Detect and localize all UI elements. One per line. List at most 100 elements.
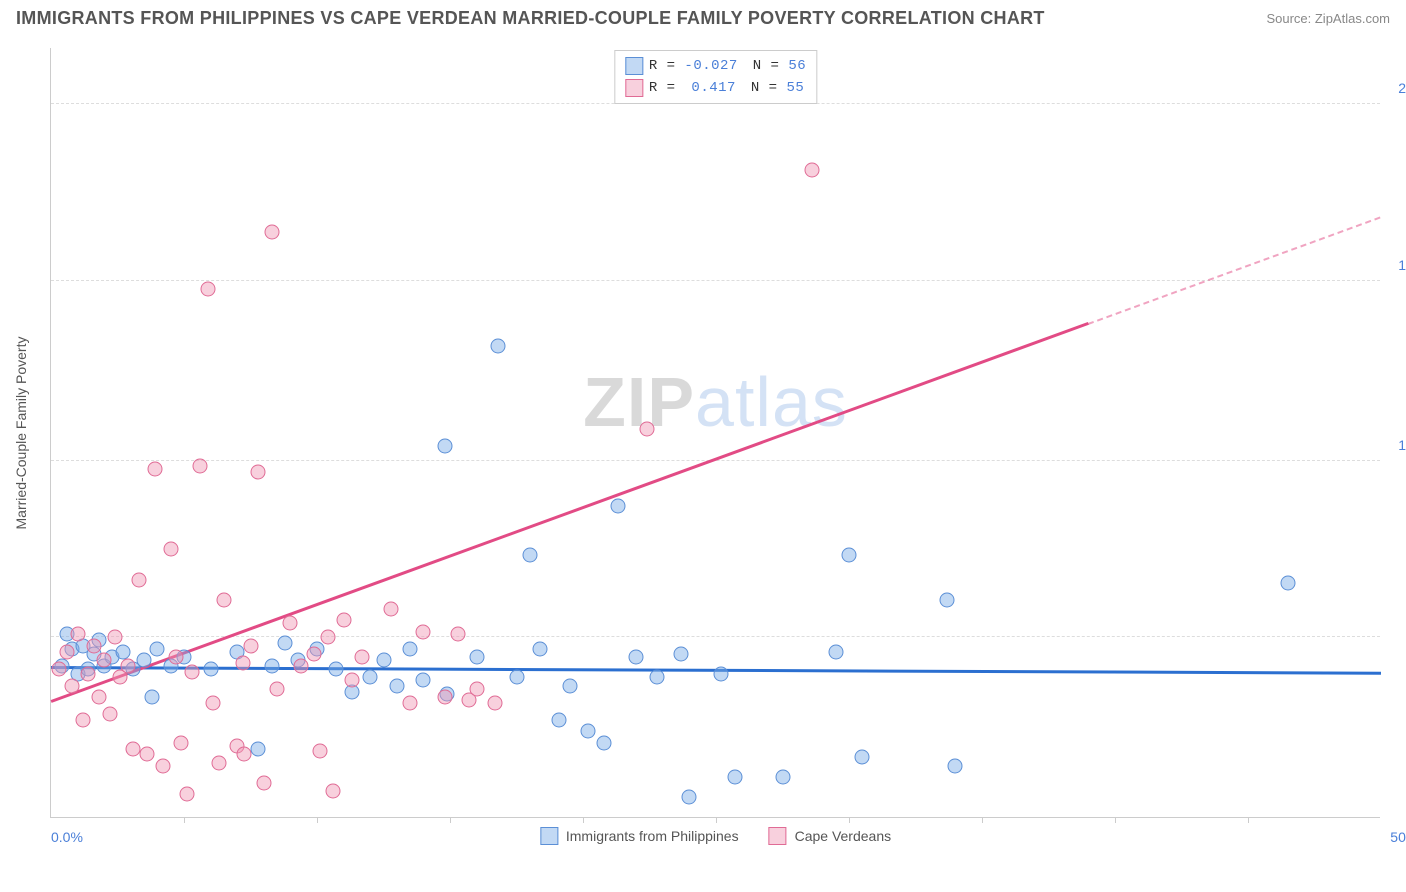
data-point [235,656,250,671]
legend-label: Cape Verdeans [795,828,892,844]
data-point [163,541,178,556]
data-point [562,678,577,693]
legend-stats-row: R = -0.027 N = 56 [625,55,806,77]
data-point [639,422,654,437]
data-point [203,661,218,676]
data-point [145,690,160,705]
data-point [416,624,431,639]
data-point [629,650,644,665]
watermark: ZIPatlas [583,362,848,442]
x-axis-max-label: 50.0% [1390,829,1406,845]
data-point [312,744,327,759]
chart-source: Source: ZipAtlas.com [1266,11,1390,26]
x-tick [450,817,451,823]
y-tick-label: 18.8% [1398,257,1406,273]
legend-r-stat: R = -0.027 [649,58,738,74]
data-point [137,653,152,668]
watermark-part2: atlas [695,363,848,441]
data-point [355,650,370,665]
x-tick [317,817,318,823]
data-point [91,690,106,705]
x-tick [1115,817,1116,823]
legend-label: Immigrants from Philippines [566,828,739,844]
data-point [325,784,340,799]
data-point [192,459,207,474]
data-point [714,667,729,682]
data-point [278,636,293,651]
data-point [650,670,665,685]
data-point [75,713,90,728]
data-point [490,339,505,354]
data-point [70,627,85,642]
x-tick [583,817,584,823]
x-tick [849,817,850,823]
data-point [264,658,279,673]
data-point [727,770,742,785]
legend-stats-row: R = 0.417 N = 55 [625,77,806,99]
gridline [51,636,1380,637]
data-point [179,787,194,802]
data-point [597,735,612,750]
data-point [139,747,154,762]
data-point [264,225,279,240]
data-point [522,547,537,562]
scatter-chart: Married-Couple Family Poverty ZIPatlas 0… [50,48,1380,818]
data-point [81,667,96,682]
data-point [283,616,298,631]
y-tick-label: 25.0% [1398,80,1406,96]
data-point [552,713,567,728]
data-point [533,641,548,656]
data-point [682,790,697,805]
data-point [376,653,391,668]
data-point [344,673,359,688]
data-point [384,601,399,616]
data-point [251,741,266,756]
data-point [131,573,146,588]
data-point [150,641,165,656]
legend-swatch-blue [540,827,558,845]
data-point [206,695,221,710]
chart-header: IMMIGRANTS FROM PHILIPPINES VS CAPE VERD… [0,0,1406,33]
trend-line [51,322,1089,703]
data-point [184,664,199,679]
y-tick-label: 12.5% [1398,437,1406,453]
data-point [855,750,870,765]
data-point [804,162,819,177]
data-point [488,695,503,710]
legend-item: Cape Verdeans [769,827,892,845]
data-point [842,547,857,562]
data-point [610,499,625,514]
data-point [147,462,162,477]
data-point [469,650,484,665]
data-point [320,630,335,645]
x-tick [716,817,717,823]
legend-swatch-blue [625,57,643,75]
data-point [437,439,452,454]
x-axis-min-label: 0.0% [51,829,83,845]
legend-n-stat: N = 56 [744,58,806,74]
data-point [403,641,418,656]
data-point [243,638,258,653]
legend-swatch-pink [769,827,787,845]
data-point [674,647,689,662]
data-point [155,758,170,773]
y-axis-title: Married-Couple Family Poverty [13,336,29,529]
data-point [107,630,122,645]
data-point [328,661,343,676]
data-point [97,653,112,668]
data-point [51,661,66,676]
data-point [1280,576,1295,591]
data-point [216,593,231,608]
data-point [121,658,136,673]
data-point [450,627,465,642]
gridline [51,280,1380,281]
data-point [174,735,189,750]
data-point [403,695,418,710]
legend-r-stat: R = 0.417 [649,80,736,96]
data-point [336,613,351,628]
data-point [469,681,484,696]
x-tick [184,817,185,823]
data-point [115,644,130,659]
data-point [211,755,226,770]
data-point [363,670,378,685]
